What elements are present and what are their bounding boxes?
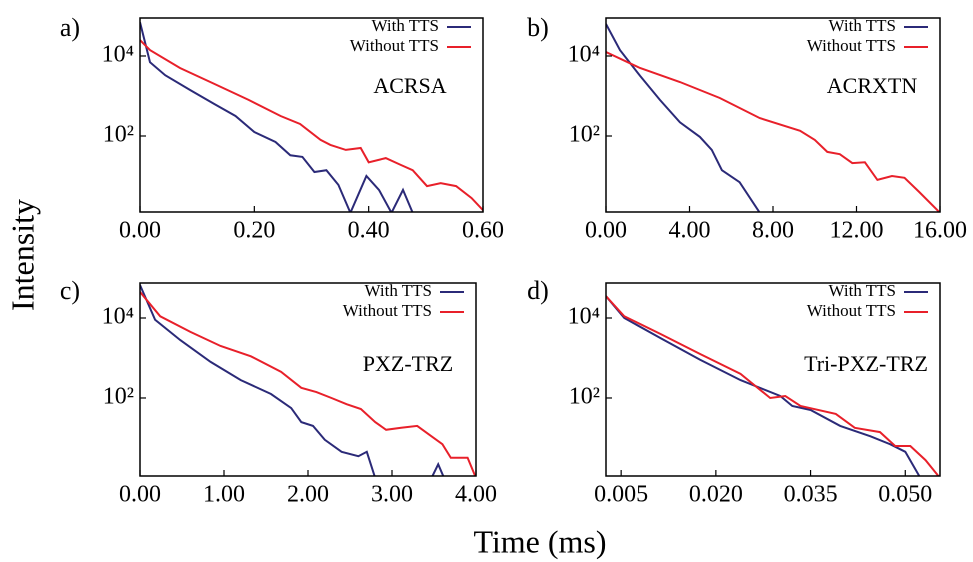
x-tick-label: 0.035 (784, 482, 838, 508)
annotation: Tri-PXZ-TRZ (804, 351, 928, 376)
series-line (140, 291, 476, 476)
x-axis-label: Time (ms) (473, 523, 606, 559)
legend-label: Without TTS (807, 36, 896, 55)
series-line (606, 295, 921, 476)
legend-label: With TTS (365, 281, 432, 300)
x-tick-label: 0.00 (119, 218, 161, 244)
y-tick-label: 10⁴ (102, 303, 134, 329)
x-tick-label: 4.00 (455, 482, 497, 508)
x-tick-label: 2.00 (287, 482, 329, 508)
panel-label: d) (527, 276, 549, 305)
y-tick-label: 10⁴ (568, 303, 600, 329)
series-line (140, 21, 414, 212)
y-tick-label: 10² (103, 121, 134, 147)
legend-label: With TTS (829, 16, 896, 35)
legend-label: With TTS (372, 16, 439, 35)
series-line (140, 39, 483, 211)
y-axis-label: Intensity (4, 199, 40, 311)
x-tick-label: 0.60 (462, 218, 504, 244)
y-tick-label: 10⁴ (568, 41, 600, 67)
y-tick-label: 10² (569, 383, 600, 409)
annotation: ACRSA (373, 73, 446, 98)
x-tick-label: 0.20 (233, 218, 275, 244)
x-tick-label: 12.00 (830, 218, 884, 244)
x-tick-label: 0.00 (119, 482, 161, 508)
legend-label: Without TTS (350, 36, 439, 55)
legend-label: Without TTS (343, 301, 432, 320)
x-tick-label: 1.00 (203, 482, 245, 508)
panel-label: a) (60, 13, 80, 42)
x-tick-label: 0.050 (878, 482, 932, 508)
y-tick-label: 10⁴ (102, 41, 134, 67)
annotation: PXZ-TRZ (363, 351, 453, 376)
x-tick-label: 0.005 (594, 482, 648, 508)
series-line (606, 23, 761, 212)
series-line (606, 51, 940, 212)
plot-frame (605, 282, 941, 477)
panel-label: b) (527, 13, 549, 42)
y-tick-label: 10² (569, 121, 600, 147)
x-tick-label: 8.00 (752, 218, 794, 244)
x-tick-label: 3.00 (371, 482, 413, 508)
x-tick-label: 16.00 (913, 218, 967, 244)
legend-label: Without TTS (807, 301, 896, 320)
x-tick-label: 0.020 (689, 482, 743, 508)
plot-frame (139, 17, 484, 213)
series-line (606, 295, 940, 476)
panel-label: c) (60, 276, 80, 305)
legend-label: With TTS (829, 281, 896, 300)
annotation: ACRXTN (827, 73, 918, 98)
series-line (140, 284, 445, 476)
x-tick-label: 0.00 (585, 218, 627, 244)
x-tick-label: 4.00 (669, 218, 711, 244)
y-tick-label: 10² (103, 383, 134, 409)
x-tick-label: 0.40 (348, 218, 390, 244)
